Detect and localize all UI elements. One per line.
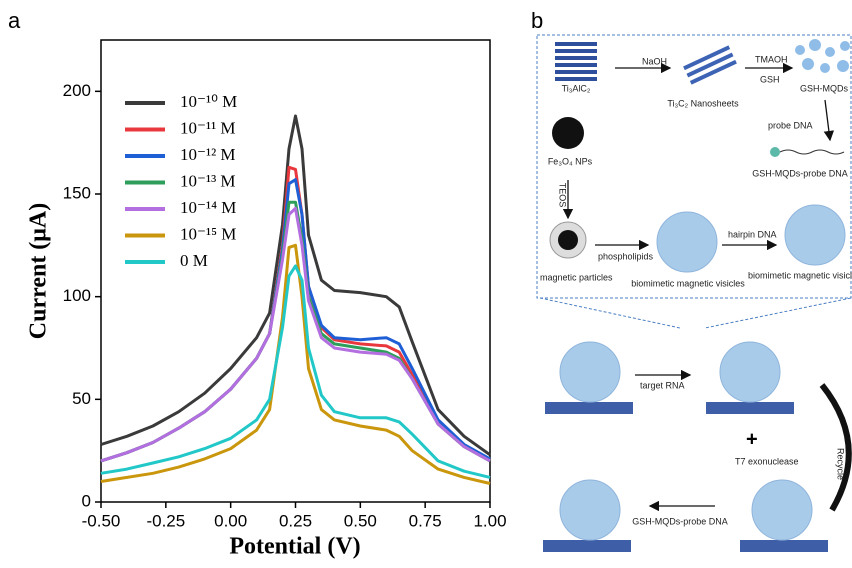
diagram-label: TMAOH — [755, 54, 788, 64]
legend-label: 10⁻¹⁵ M — [180, 224, 236, 243]
x-tick-label: 0.00 — [214, 511, 247, 530]
diagram-label: GSH-MQDs — [800, 83, 848, 93]
diagram-label: GSH-MQDs-probe DNA — [752, 168, 848, 178]
legend-label: 10⁻¹⁴ M — [180, 198, 236, 217]
diagram-label: Recycle — [836, 448, 846, 480]
series-line — [100, 114, 491, 457]
fe3o4-particle — [552, 117, 584, 149]
electrode — [543, 540, 631, 552]
series-line — [100, 178, 491, 463]
mqds — [795, 39, 850, 73]
y-tick-label: 200 — [63, 81, 91, 100]
dashed-frame — [536, 34, 852, 299]
series-line — [100, 206, 491, 463]
diagram-label: Ti₃C₂ Nanosheets — [667, 98, 739, 108]
diagram-label: NaOH — [642, 56, 667, 66]
diagram-label: + — [746, 428, 758, 450]
max-stack — [555, 42, 597, 81]
diagram-label: probe DNA — [768, 120, 813, 130]
arrow — [823, 99, 835, 142]
y-tick-label: 150 — [63, 183, 91, 202]
vesicle — [559, 341, 621, 403]
diagram-label: T7 exonuclease — [735, 456, 799, 466]
vesicle-hairpin — [784, 204, 846, 266]
y-tick-label: 0 — [82, 491, 91, 510]
diagram-label: GSH — [760, 74, 780, 84]
legend-label: 0 M — [180, 251, 208, 270]
x-tick-label: 1.00 — [473, 511, 506, 530]
y-tick-label: 50 — [72, 389, 91, 408]
legend-label: 10⁻¹¹ M — [180, 118, 236, 137]
diagram-label: biomimetic magnetic visicles — [631, 278, 745, 288]
x-tick-label: 0.75 — [409, 511, 442, 530]
vesicle — [751, 479, 813, 541]
x-tick-label: 0.50 — [344, 511, 377, 530]
diagram-label: hairpin DNA — [728, 229, 777, 239]
panel-label: b — [531, 8, 543, 33]
vesicle — [719, 341, 781, 403]
diagram-label: Ti₃AlC₂ — [562, 83, 591, 93]
vesicle — [559, 479, 621, 541]
diagram-label: target RNA — [640, 380, 685, 390]
y-axis-label: Current (μA) — [26, 203, 52, 339]
probe-dna — [779, 149, 845, 155]
magnetic-core — [558, 230, 578, 250]
legend-label: 10⁻¹³ M — [180, 171, 236, 190]
nanosheets — [683, 45, 737, 85]
electrode — [740, 540, 828, 552]
panel-label: a — [8, 8, 21, 33]
vesicle — [656, 211, 718, 273]
series-line — [100, 264, 491, 479]
x-tick-label: -0.50 — [82, 511, 121, 530]
chart: Potential (V) Current (μA) 0 50 100 150 200 -… — [26, 39, 507, 560]
zoom-line — [704, 297, 852, 329]
y-tick-label: 100 — [63, 286, 91, 305]
recycle-arrow — [819, 383, 852, 512]
x-tick-label: 0.25 — [279, 511, 312, 530]
series-line — [100, 243, 491, 485]
zoom-line — [539, 297, 681, 329]
legend-label: 10⁻¹² M — [180, 145, 236, 164]
plot-frame — [100, 39, 491, 503]
diagram: Ti₃AlC₂ NaOH Ti₃C₂ Nanosheets TMAOH GSH … — [536, 34, 852, 552]
x-tick-label: -0.25 — [146, 511, 185, 530]
electrode — [706, 402, 794, 414]
diagram-label: Fe₃O₄ NPs — [548, 156, 593, 166]
diagram-label: biomimetic magnetic visicles-hairpin DNA — [748, 270, 852, 280]
probe-dna-dot — [770, 147, 780, 157]
diagram-label: GSH-MQDs-probe DNA — [632, 516, 728, 526]
electrode — [545, 402, 633, 414]
legend-label: 10⁻¹⁰ M — [180, 92, 237, 111]
x-axis-label: Potential (V) — [229, 534, 360, 560]
diagram-label: phospholipids — [598, 251, 654, 261]
diagram-label: magnetic particles — [540, 272, 613, 282]
diagram-label: TEOS — [558, 183, 568, 208]
